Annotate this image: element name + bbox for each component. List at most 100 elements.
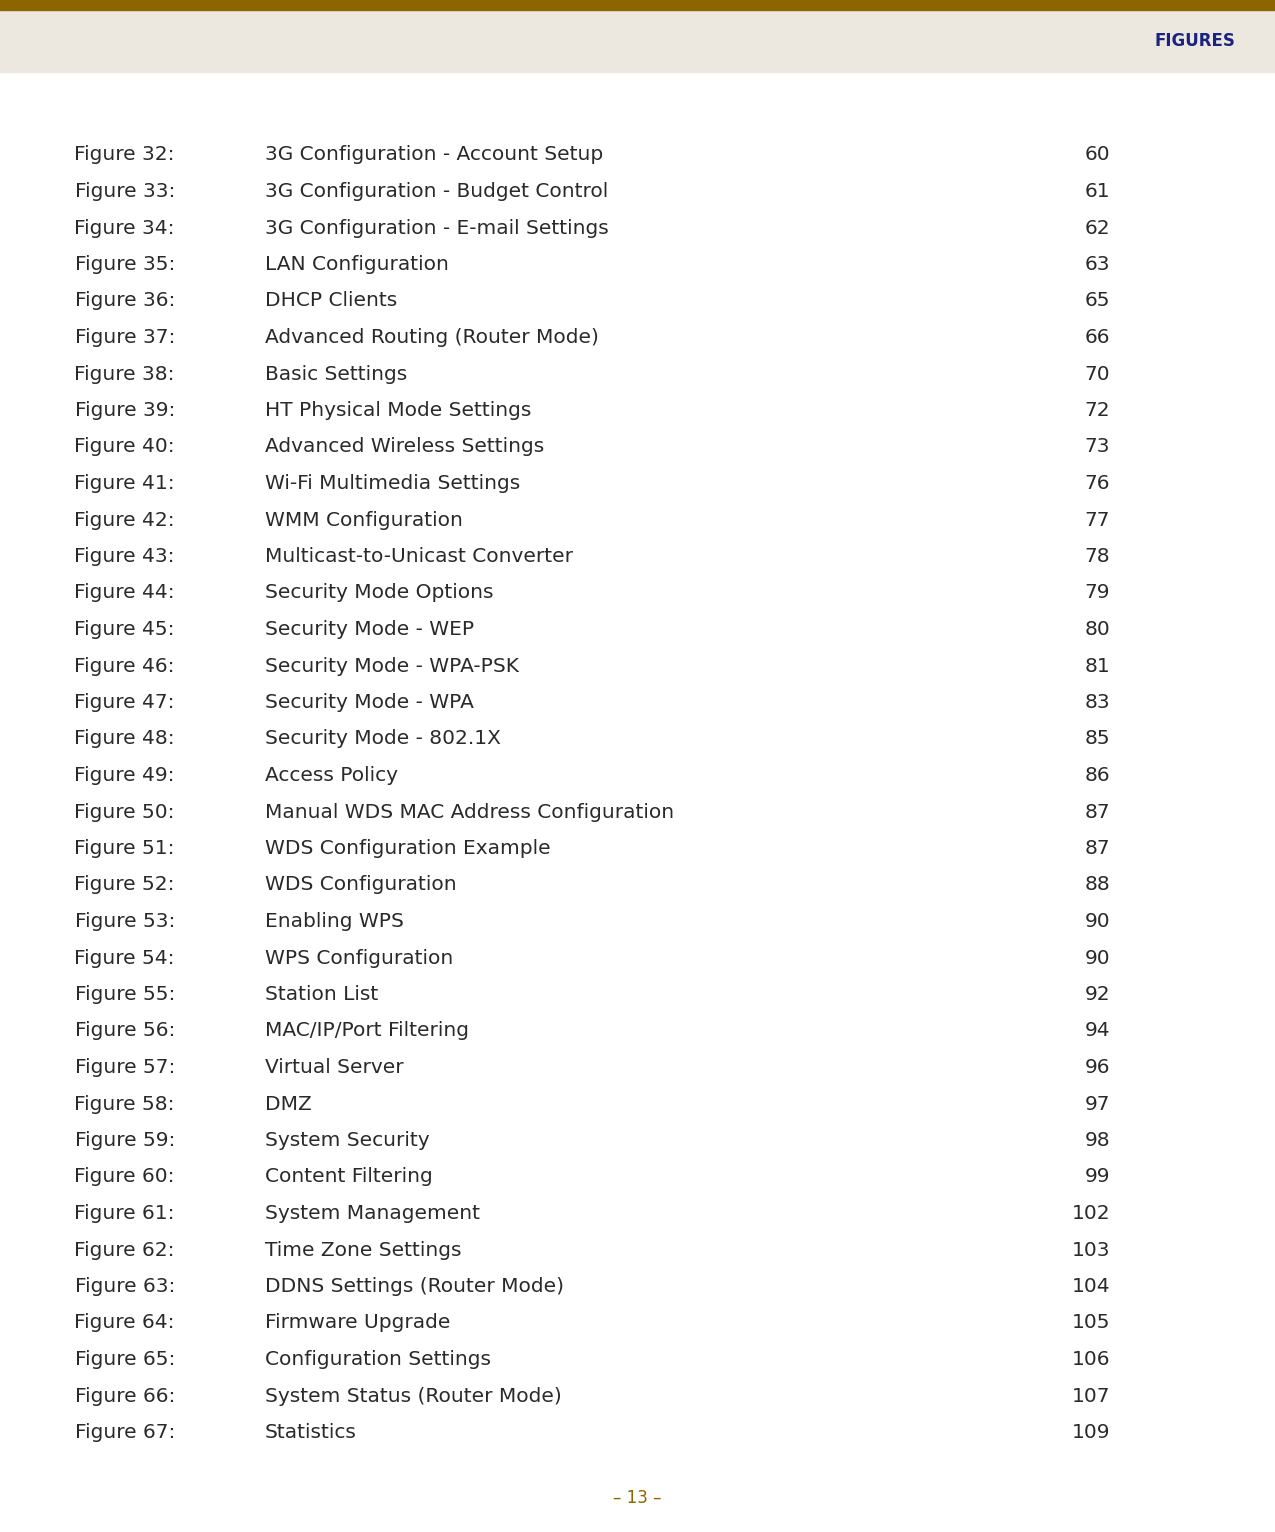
Text: 105: 105 <box>1071 1313 1111 1333</box>
Text: 60: 60 <box>1084 146 1111 164</box>
Text: Figure 34:: Figure 34: <box>74 219 175 237</box>
Text: Figure 66:: Figure 66: <box>75 1386 175 1405</box>
Text: Figure 61:: Figure 61: <box>74 1204 175 1223</box>
Text: Security Mode - WPA-PSK: Security Mode - WPA-PSK <box>265 657 519 676</box>
Text: Station List: Station List <box>265 985 379 1003</box>
Text: Figure 41:: Figure 41: <box>74 473 175 493</box>
Text: Figure 51:: Figure 51: <box>74 840 175 858</box>
Text: 98: 98 <box>1084 1131 1111 1151</box>
Text: 104: 104 <box>1071 1278 1111 1296</box>
Text: 83: 83 <box>1084 692 1111 712</box>
Text: 87: 87 <box>1084 840 1111 858</box>
Text: Figure 60:: Figure 60: <box>74 1167 175 1186</box>
Text: Firmware Upgrade: Firmware Upgrade <box>265 1313 450 1333</box>
Text: 80: 80 <box>1084 620 1111 639</box>
Text: Virtual Server: Virtual Server <box>265 1059 404 1077</box>
Text: 81: 81 <box>1084 657 1111 676</box>
Text: Figure 57:: Figure 57: <box>75 1059 175 1077</box>
Text: Security Mode - 802.1X: Security Mode - 802.1X <box>265 729 501 749</box>
Text: Configuration Settings: Configuration Settings <box>265 1350 491 1370</box>
Text: 103: 103 <box>1071 1241 1111 1259</box>
Text: 99: 99 <box>1085 1167 1111 1186</box>
Text: WMM Configuration: WMM Configuration <box>265 510 463 530</box>
Text: 97: 97 <box>1085 1094 1111 1114</box>
Text: 96: 96 <box>1085 1059 1111 1077</box>
Text: Figure 42:: Figure 42: <box>74 510 175 530</box>
Text: Figure 58:: Figure 58: <box>74 1094 175 1114</box>
Text: 79: 79 <box>1085 584 1111 602</box>
Text: Figure 64:: Figure 64: <box>74 1313 175 1333</box>
Text: Figure 46:: Figure 46: <box>74 657 175 676</box>
Text: 92: 92 <box>1084 985 1111 1003</box>
Text: Figure 44:: Figure 44: <box>74 584 175 602</box>
Text: 109: 109 <box>1071 1423 1111 1442</box>
Text: Figure 37:: Figure 37: <box>75 328 175 348</box>
Text: 3G Configuration - Budget Control: 3G Configuration - Budget Control <box>265 182 608 201</box>
Text: Multicast-to-Unicast Converter: Multicast-to-Unicast Converter <box>265 547 572 565</box>
Text: Figure 47:: Figure 47: <box>74 692 175 712</box>
Text: 87: 87 <box>1084 803 1111 821</box>
Text: Security Mode - WEP: Security Mode - WEP <box>265 620 474 639</box>
Text: Content Filtering: Content Filtering <box>265 1167 432 1186</box>
Text: System Security: System Security <box>265 1131 430 1151</box>
Text: 63: 63 <box>1085 254 1111 274</box>
Text: Figure 65:: Figure 65: <box>75 1350 175 1370</box>
Text: 76: 76 <box>1085 473 1111 493</box>
Text: 3G Configuration - E-mail Settings: 3G Configuration - E-mail Settings <box>265 219 608 237</box>
Text: Figure 48:: Figure 48: <box>74 729 175 749</box>
Text: Manual WDS MAC Address Configuration: Manual WDS MAC Address Configuration <box>265 803 674 821</box>
Text: 77: 77 <box>1085 510 1111 530</box>
Text: Figure 33:: Figure 33: <box>75 182 175 201</box>
Text: HT Physical Mode Settings: HT Physical Mode Settings <box>265 401 532 420</box>
Text: Figure 62:: Figure 62: <box>74 1241 175 1259</box>
Text: DDNS Settings (Router Mode): DDNS Settings (Router Mode) <box>265 1278 564 1296</box>
Text: Figure 45:: Figure 45: <box>74 620 175 639</box>
Bar <box>0 0 1275 72</box>
Text: Advanced Wireless Settings: Advanced Wireless Settings <box>265 438 544 457</box>
Text: Security Mode - WPA: Security Mode - WPA <box>265 692 474 712</box>
Text: Access Policy: Access Policy <box>265 766 398 784</box>
Text: Figure 53:: Figure 53: <box>75 912 175 931</box>
Text: Security Mode Options: Security Mode Options <box>265 584 493 602</box>
Text: DMZ: DMZ <box>265 1094 312 1114</box>
Text: LAN Configuration: LAN Configuration <box>265 254 449 274</box>
Text: 102: 102 <box>1071 1204 1111 1223</box>
Text: Figure 32:: Figure 32: <box>74 146 175 164</box>
Text: 85: 85 <box>1084 729 1111 749</box>
Text: Figure 52:: Figure 52: <box>74 875 175 895</box>
Text: Figure 49:: Figure 49: <box>74 766 175 784</box>
Text: 86: 86 <box>1084 766 1111 784</box>
Text: 66: 66 <box>1085 328 1111 348</box>
Text: Figure 40:: Figure 40: <box>74 438 175 457</box>
Text: 70: 70 <box>1084 365 1111 383</box>
Text: 106: 106 <box>1071 1350 1111 1370</box>
Text: System Management: System Management <box>265 1204 479 1223</box>
Text: Figure 55:: Figure 55: <box>75 985 175 1003</box>
Bar <box>0 0 1275 11</box>
Text: Enabling WPS: Enabling WPS <box>265 912 404 931</box>
Text: Time Zone Settings: Time Zone Settings <box>265 1241 462 1259</box>
Text: Advanced Routing (Router Mode): Advanced Routing (Router Mode) <box>265 328 599 348</box>
Text: 72: 72 <box>1084 401 1111 420</box>
Text: 94: 94 <box>1084 1022 1111 1040</box>
Text: Figure 54:: Figure 54: <box>74 948 175 968</box>
Text: 107: 107 <box>1071 1386 1111 1405</box>
Text: Figure 50:: Figure 50: <box>74 803 175 821</box>
Text: System Status (Router Mode): System Status (Router Mode) <box>265 1386 562 1405</box>
Text: 61: 61 <box>1084 182 1111 201</box>
Text: Figure 38:: Figure 38: <box>74 365 175 383</box>
Text: Basic Settings: Basic Settings <box>265 365 407 383</box>
Text: 62: 62 <box>1084 219 1111 237</box>
Text: MAC/IP/Port Filtering: MAC/IP/Port Filtering <box>265 1022 469 1040</box>
Text: 65: 65 <box>1085 291 1111 311</box>
Text: Figure 39:: Figure 39: <box>75 401 175 420</box>
Text: WPS Configuration: WPS Configuration <box>265 948 453 968</box>
Text: Statistics: Statistics <box>265 1423 357 1442</box>
Text: Figure 35:: Figure 35: <box>75 254 175 274</box>
Text: Figure 59:: Figure 59: <box>75 1131 175 1151</box>
Text: 88: 88 <box>1084 875 1111 895</box>
Text: Wi-Fi Multimedia Settings: Wi-Fi Multimedia Settings <box>265 473 520 493</box>
Text: 90: 90 <box>1084 912 1111 931</box>
Text: DHCP Clients: DHCP Clients <box>265 291 398 311</box>
Text: Figure 36:: Figure 36: <box>75 291 175 311</box>
